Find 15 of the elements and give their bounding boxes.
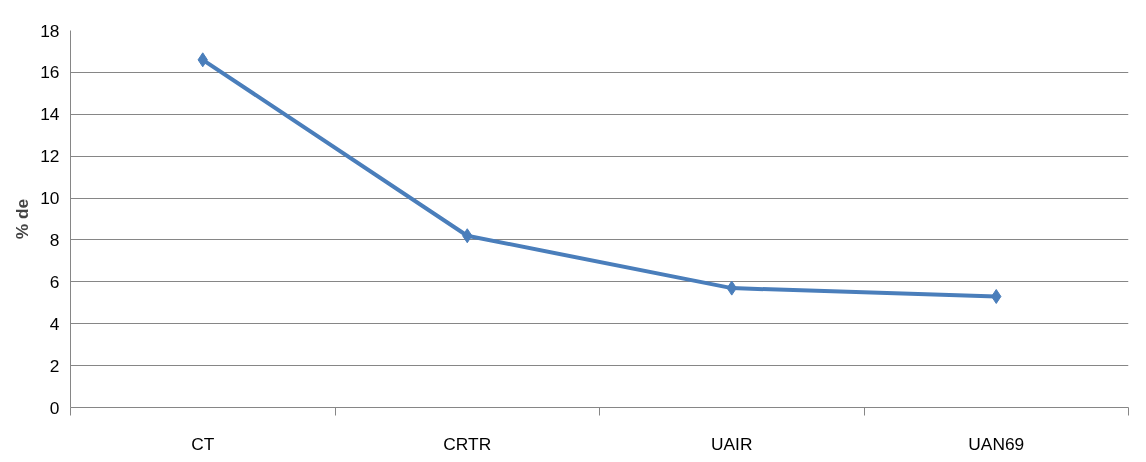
- y-tick-label: 4: [49, 313, 60, 334]
- x-tick-label: CRTR: [443, 433, 492, 454]
- y-tick-label: 18: [40, 20, 60, 41]
- y-tick-label: 12: [40, 146, 60, 167]
- y-tick-label: 14: [40, 104, 60, 125]
- y-tick-label: 16: [40, 62, 60, 83]
- y-axis-title: % de: [12, 198, 33, 240]
- y-tick-label: 0: [49, 397, 60, 418]
- x-tick-label: UAIR: [711, 433, 753, 454]
- y-tick-label: 10: [40, 188, 60, 209]
- x-tick-label: CT: [191, 433, 215, 454]
- x-tick-label: UAN69: [968, 433, 1025, 454]
- y-tick-label: 8: [49, 229, 60, 250]
- y-tick-label: 2: [49, 355, 60, 376]
- y-tick-label: 6: [49, 271, 60, 292]
